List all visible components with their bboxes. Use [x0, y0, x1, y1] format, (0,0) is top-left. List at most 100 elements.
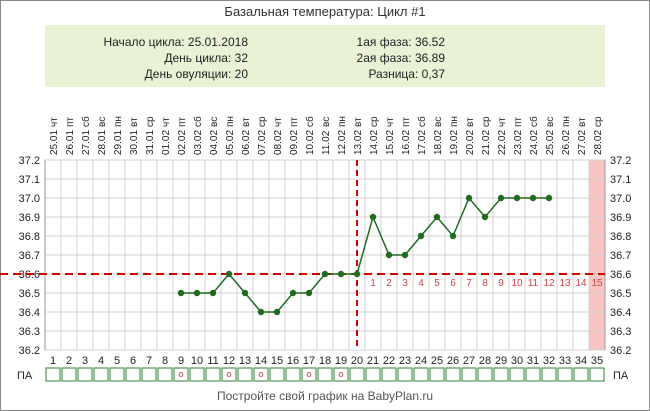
date-label: 23.02 [513, 130, 524, 155]
pa-cell [109, 367, 125, 382]
phase2-day-label: 1 [370, 278, 376, 289]
pa-cell [253, 367, 269, 382]
temperature-point [321, 270, 329, 278]
y-tick-label-right: 36.7 [610, 250, 631, 262]
pa-cell [141, 367, 157, 382]
footer-link[interactable]: Постройте свой график на BabyPlan.ru [216, 389, 434, 403]
phase2-day-label: 15 [591, 278, 603, 289]
weekday-label: вс [545, 117, 556, 127]
day-number: 3 [82, 355, 88, 367]
pa-cell [477, 367, 493, 382]
day-number: 11 [207, 355, 218, 367]
phase2-day-label: 11 [528, 278, 539, 289]
pa-label-right: ПА [613, 370, 629, 382]
y-tick-label-right: 36.2 [610, 345, 631, 357]
temperature-point [353, 270, 361, 278]
temperature-point [513, 194, 521, 202]
pa-cell [157, 367, 173, 382]
weekday-label: сб [80, 116, 92, 127]
y-tick-label-right: 36.8 [610, 231, 631, 243]
pa-mark: o [178, 369, 183, 379]
pa-cell [461, 367, 477, 382]
day-number: 31 [527, 355, 539, 367]
temperature-point [481, 213, 489, 221]
day-number: 10 [191, 355, 203, 367]
weekday-label: пн [113, 116, 124, 127]
weekday-label: вт [353, 117, 364, 127]
date-label: 27.01 [81, 130, 92, 155]
weekday-label: ср [369, 116, 380, 127]
weekday-label: чт [161, 117, 172, 127]
day-number: 28 [479, 355, 491, 367]
weekday-label: вт [241, 117, 252, 127]
weekday-label: вс [97, 117, 108, 127]
weekday-label: ср [481, 116, 492, 127]
phase2-day-label: 12 [543, 278, 555, 289]
weekday-label: пн [561, 116, 572, 127]
date-label: 25.01 [49, 130, 60, 155]
day-number: 2 [66, 355, 72, 367]
day-number: 29 [495, 355, 507, 367]
day-number: 21 [367, 355, 379, 367]
y-tick-label-right: 37.1 [610, 174, 631, 186]
day-number: 9 [178, 355, 184, 367]
date-label: 03.02 [193, 130, 204, 155]
day-number: 4 [98, 355, 104, 367]
date-label: 04.02 [209, 130, 220, 155]
temperature-point [305, 289, 313, 297]
pa-cell [525, 367, 541, 382]
day-number: 12 [223, 355, 235, 367]
date-label: 01.02 [161, 130, 172, 155]
date-label: 21.02 [481, 130, 492, 155]
phase2-day-label: 8 [482, 278, 488, 289]
pa-cell [45, 367, 61, 382]
temperature-point [417, 232, 425, 240]
weekday-label: ср [593, 116, 604, 127]
weekday-label: чт [497, 117, 508, 127]
date-label: 26.02 [561, 130, 572, 155]
pa-cell [237, 367, 253, 382]
date-label: 24.02 [529, 130, 540, 155]
pa-mark: o [226, 369, 231, 379]
weekday-label: вт [577, 117, 588, 127]
pa-cell [173, 367, 189, 382]
temperature-point [497, 194, 505, 202]
temperature-point [529, 194, 537, 202]
phase2-day-label: 13 [559, 278, 571, 289]
day-number: 6 [130, 355, 136, 367]
weekday-label: вт [465, 117, 476, 127]
pa-cell [589, 367, 605, 382]
y-tick-label-left: 36.3 [19, 326, 40, 338]
date-label: 07.02 [257, 130, 268, 155]
date-label: 18.02 [433, 130, 444, 155]
day-number: 23 [399, 355, 411, 367]
temperature-point [193, 289, 201, 297]
date-label: 29.01 [113, 130, 124, 155]
temperature-point [225, 270, 233, 278]
phase2-day-label: 4 [418, 278, 424, 289]
ovulation-day: День овуляции: 20 [144, 67, 248, 81]
pa-cell [77, 367, 93, 382]
day-number: 20 [351, 355, 363, 367]
weekday-label: пн [337, 116, 348, 127]
day-number: 19 [335, 355, 347, 367]
y-tick-label-right: 36.3 [610, 326, 631, 338]
y-tick-label-left: 36.8 [19, 231, 40, 243]
phase-difference: Разница: 0,37 [368, 67, 445, 81]
day-number: 35 [591, 355, 603, 367]
weekday-label: пт [65, 117, 76, 127]
day-number: 7 [146, 355, 152, 367]
pa-cell [349, 367, 365, 382]
date-label: 10.02 [305, 130, 316, 155]
day-number: 25 [431, 355, 443, 367]
temperature-line [181, 196, 549, 313]
weekday-label: пт [401, 117, 412, 127]
weekday-label: сб [528, 116, 540, 127]
weekday-label: сб [416, 116, 428, 127]
pa-cell [317, 367, 333, 382]
y-tick-label-left: 37.1 [19, 174, 40, 186]
pa-cell [381, 367, 397, 382]
day-number: 34 [575, 355, 587, 367]
y-tick-label-right: 36.9 [610, 212, 631, 224]
